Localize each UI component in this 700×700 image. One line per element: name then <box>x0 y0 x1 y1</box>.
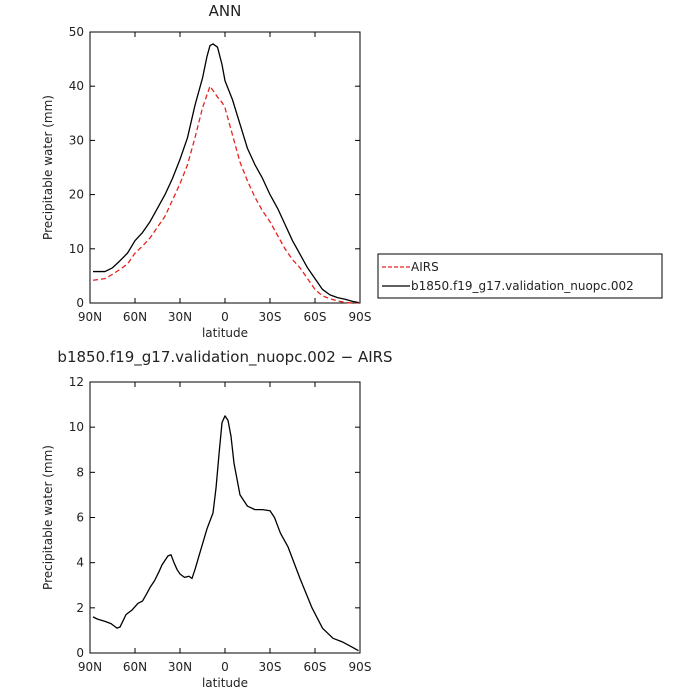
y-tick-label: 8 <box>76 465 84 479</box>
y-tick-label: 12 <box>69 375 84 389</box>
x-tick-label: 0 <box>221 660 229 674</box>
y-tick-label: 10 <box>69 420 84 434</box>
y-tick-label: 20 <box>69 188 84 202</box>
x-tick-label: 60S <box>304 310 327 324</box>
y-axis-label: Precipitable water (mm) <box>41 445 55 590</box>
x-tick-label: 60N <box>123 310 147 324</box>
x-tick-label: 30S <box>259 660 282 674</box>
x-tick-label: 60S <box>304 660 327 674</box>
chart-panel-2: b1850.f19_g17.validation_nuopc.002 − AIR… <box>41 348 393 690</box>
x-tick-label: 90N <box>78 660 102 674</box>
x-axis-label: latitude <box>202 676 248 690</box>
x-tick-label: 90N <box>78 310 102 324</box>
y-tick-label: 10 <box>69 242 84 256</box>
chart-title: ANN <box>209 2 242 20</box>
x-tick-label: 30S <box>259 310 282 324</box>
series-line-1 <box>92 85 359 304</box>
y-tick-label: 0 <box>76 296 84 310</box>
y-tick-label: 50 <box>69 25 84 39</box>
x-tick-label: 30N <box>168 310 192 324</box>
chart-title: b1850.f19_g17.validation_nuopc.002 − AIR… <box>57 348 392 367</box>
x-tick-label: 60N <box>123 660 147 674</box>
y-tick-label: 40 <box>69 79 84 93</box>
plot-frame <box>89 381 361 654</box>
y-tick-label: 6 <box>76 511 84 525</box>
y-tick-label: 0 <box>76 646 84 660</box>
x-tick-label: 90S <box>349 310 372 324</box>
x-tick-label: 90S <box>349 660 372 674</box>
x-axis-label: latitude <box>202 326 248 340</box>
y-axis-label: Precipitable water (mm) <box>41 95 55 240</box>
y-tick-label: 4 <box>76 556 84 570</box>
chart-panel-1: ANN 90N 60N 30N 0 30S 60S 90S 0 10 20 30 40 50 latitud… <box>41 2 663 340</box>
y-tick-label: 30 <box>69 133 84 147</box>
legend: AIRS b1850.f19_g17.validation_nuopc.002 <box>377 253 663 299</box>
legend-label: AIRS <box>411 260 439 274</box>
x-tick-label: 0 <box>221 310 229 324</box>
y-tick-label: 2 <box>76 601 84 615</box>
plot-frame <box>89 31 361 304</box>
legend-label: b1850.f19_g17.validation_nuopc.002 <box>411 279 634 293</box>
series-line-2 <box>93 43 359 304</box>
legend-box <box>377 253 663 299</box>
series-line-1 <box>92 415 359 652</box>
x-tick-label: 30N <box>168 660 192 674</box>
